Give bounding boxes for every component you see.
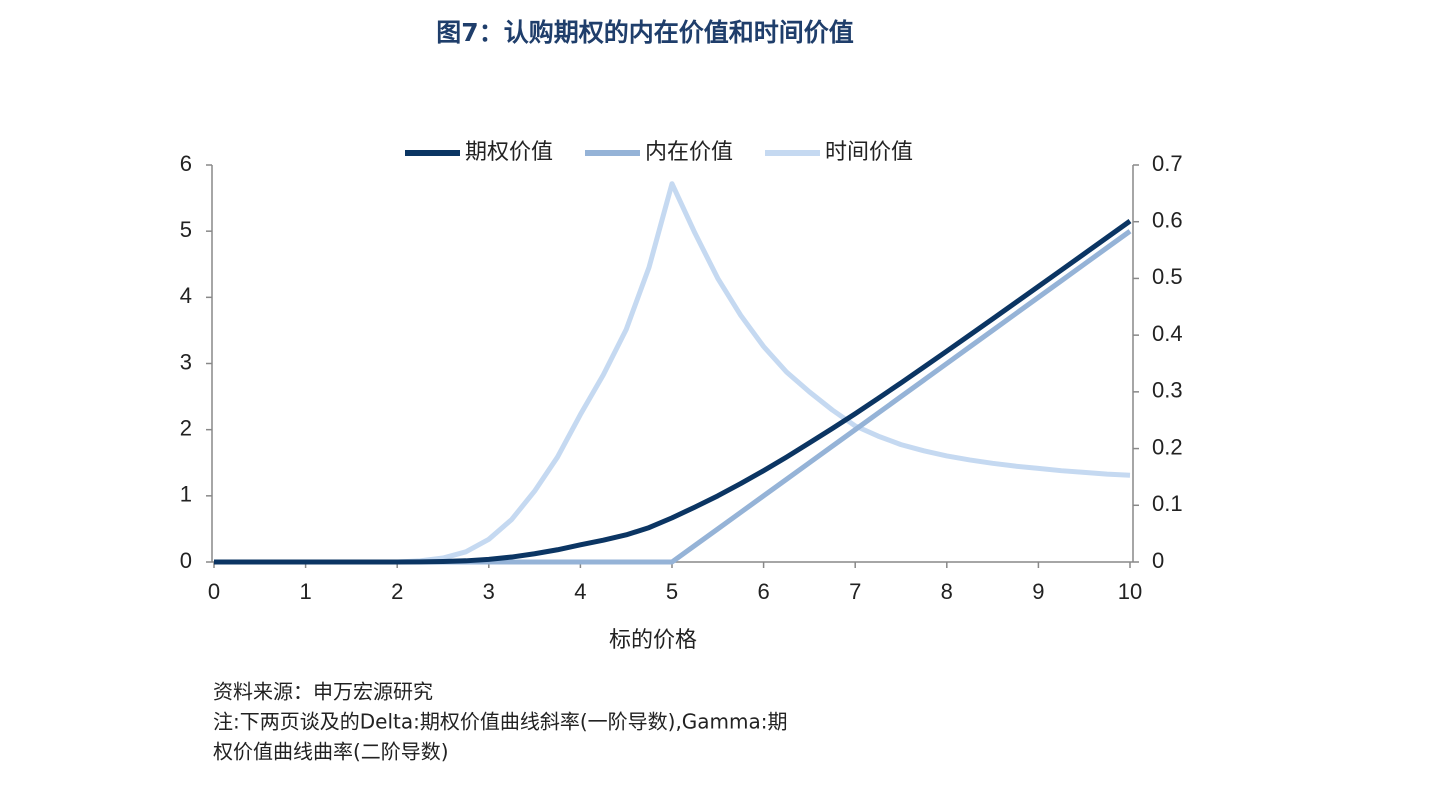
x-axis-label: 标的价格 bbox=[609, 628, 697, 653]
note-line: 权价值曲线曲率(二阶导数) bbox=[213, 740, 449, 764]
y2-tick-label: 0.3 bbox=[1152, 378, 1183, 403]
y2-tick-label: 0.1 bbox=[1152, 491, 1183, 516]
x-tick-label: 0 bbox=[208, 579, 220, 604]
y-tick-label: 6 bbox=[180, 151, 192, 176]
series-line bbox=[214, 219, 1132, 565]
y-tick-label: 3 bbox=[180, 349, 192, 374]
chart-title: 图7：认购期权的内在价值和时间价值 bbox=[436, 18, 853, 47]
x-tick-label: 2 bbox=[391, 579, 403, 604]
legend-label: 时间价值 bbox=[825, 140, 913, 165]
x-tick-label: 3 bbox=[483, 579, 495, 604]
x-tick-label: 4 bbox=[574, 579, 586, 604]
x-tick-label: 9 bbox=[1032, 579, 1044, 604]
y2-tick-label: 0.7 bbox=[1152, 151, 1183, 176]
y-tick-label: 2 bbox=[180, 415, 192, 440]
legend-label: 期权价值 bbox=[465, 140, 553, 165]
source: 资料来源：申万宏源研究 bbox=[213, 680, 433, 704]
y-tick-label: 0 bbox=[180, 548, 192, 573]
y2-tick-label: 0.6 bbox=[1152, 208, 1183, 233]
x-tick-label: 6 bbox=[757, 579, 769, 604]
y2-tick-label: 0 bbox=[1152, 548, 1164, 573]
y2-tick-label: 0.2 bbox=[1152, 434, 1183, 459]
legend-label: 内在价值 bbox=[645, 140, 733, 165]
y-tick-label: 4 bbox=[180, 283, 192, 308]
x-tick-label: 10 bbox=[1118, 579, 1142, 604]
y-tick-label: 5 bbox=[180, 217, 192, 242]
series-line bbox=[214, 181, 1131, 565]
series-line bbox=[214, 229, 1132, 565]
y2-tick-label: 0.4 bbox=[1152, 321, 1183, 346]
note-line: 注:下两页谈及的Delta:期权价值曲线斜率(一阶导数),Gamma:期 bbox=[213, 710, 788, 734]
y-tick-label: 1 bbox=[180, 482, 192, 507]
x-tick-label: 5 bbox=[666, 579, 678, 604]
x-tick-label: 8 bbox=[941, 579, 953, 604]
x-tick-label: 1 bbox=[299, 579, 311, 604]
y2-tick-label: 0.5 bbox=[1152, 264, 1183, 289]
x-tick-label: 7 bbox=[849, 579, 861, 604]
